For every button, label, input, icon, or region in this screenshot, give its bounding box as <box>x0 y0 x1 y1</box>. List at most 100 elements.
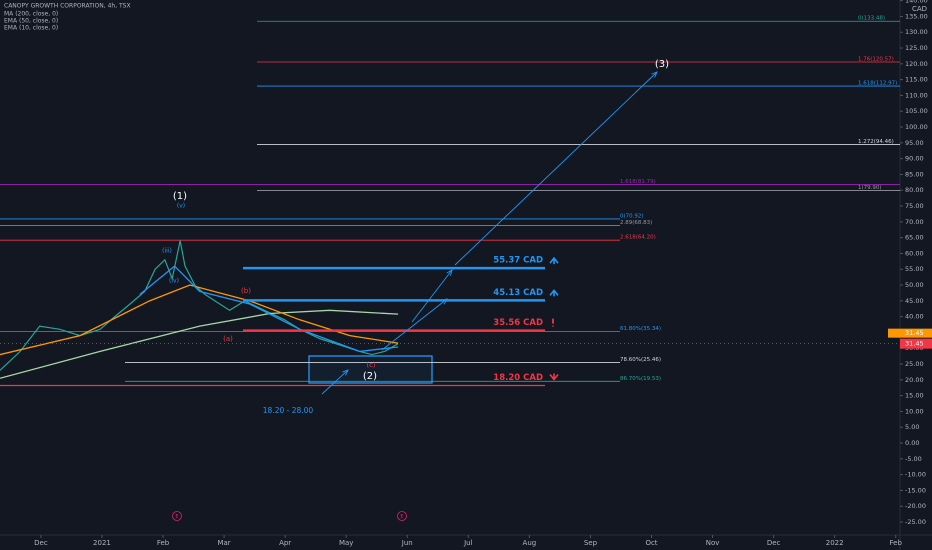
wave-label: (2) <box>363 371 377 382</box>
fib-label: 61.80%(35.34) <box>620 326 661 332</box>
y-tick-label: 60.00 <box>905 249 924 257</box>
x-tick-label: May <box>339 539 353 547</box>
chart-title: CANOPY GROWTH CORPORATION, 4h, TSX <box>4 3 131 10</box>
wave-label: (b) <box>241 287 251 295</box>
y-tick-label: 135.00 <box>905 12 928 20</box>
x-tick-label: Jul <box>463 539 473 547</box>
target-label: 55.37 CAD <box>493 256 543 266</box>
fib-label: 1.76(120.57) <box>858 57 894 63</box>
arrow-icon <box>549 289 559 297</box>
fib-label: 86.70%(19.53) <box>620 376 661 382</box>
y-tick-label: -10.00 <box>905 471 926 479</box>
y-tick-label: 130.00 <box>905 28 928 36</box>
event-label: E <box>175 514 178 520</box>
y-tick-label: 95.00 <box>905 139 924 147</box>
price-tag-label: 31.45 <box>905 340 924 348</box>
currency: CAD <box>912 5 927 13</box>
target-label: 18.20 CAD <box>493 373 543 383</box>
target-label: 45.13 CAD <box>493 288 543 298</box>
legend-entry: MA (200, close, 0) <box>4 11 58 18</box>
y-tick-label: 0.00 <box>905 439 919 447</box>
fib-label: 0(70.92) <box>620 213 644 219</box>
y-tick-label: -15.00 <box>905 486 926 494</box>
y-tick-label: 100.00 <box>905 123 928 131</box>
x-tick-label: Oct <box>645 539 657 547</box>
y-tick-label: 10.00 <box>905 407 924 415</box>
x-tick-label: 2022 <box>826 539 844 547</box>
arrow-head <box>441 298 448 305</box>
y-tick-label: -25.00 <box>905 518 926 526</box>
y-tick-label: 15.00 <box>905 392 924 400</box>
target-zone <box>308 355 433 384</box>
y-tick-label: 110.00 <box>905 91 928 99</box>
projection-arrow <box>381 298 448 351</box>
arrow-head <box>446 269 453 276</box>
fib-label: 1(79.90) <box>858 185 882 191</box>
arrow-icon <box>549 373 559 381</box>
price-line <box>0 240 399 371</box>
y-tick-label: 90.00 <box>905 155 924 163</box>
event-label: E <box>400 514 403 520</box>
indicator-line <box>139 265 399 353</box>
x-tick-label: Feb <box>157 539 170 547</box>
x-tick-label: Nov <box>706 539 720 547</box>
projection-arrow <box>321 369 349 395</box>
fib-label: 0(133.48) <box>858 16 885 22</box>
y-tick-label: 40.00 <box>905 313 924 321</box>
wave-label: (1) <box>173 191 187 202</box>
event-marker <box>397 511 407 521</box>
y-tick-label: 80.00 <box>905 186 924 194</box>
y-tick-label: 65.00 <box>905 234 924 242</box>
wave-label: (iv) <box>169 278 179 285</box>
x-tick-label: Mar <box>217 539 230 547</box>
fib-label: 78.60%(25.46) <box>620 357 661 363</box>
y-tick-label: 140.00 <box>905 0 928 5</box>
y-tick-label: 85.00 <box>905 170 924 178</box>
wave-label: 18.20 - 28.00 <box>263 406 314 415</box>
projection-arrow <box>411 269 453 323</box>
indicator-line <box>0 284 399 356</box>
price-tag-label: 31.45 <box>905 329 924 337</box>
wave-label: (v) <box>177 203 185 210</box>
x-tick-label: Sep <box>584 539 598 547</box>
fib-label: 2.618(64.20) <box>620 235 656 241</box>
x-tick-label: Aug <box>523 539 537 547</box>
target-label: 35.56 CAD <box>493 318 543 328</box>
y-tick-label: 120.00 <box>905 60 928 68</box>
y-tick-label: 105.00 <box>905 107 928 115</box>
indicator-line <box>0 309 399 379</box>
y-tick-label: 55.00 <box>905 265 924 273</box>
y-tick-label: 20.00 <box>905 376 924 384</box>
wave-label: (iii) <box>162 248 172 255</box>
y-tick-label: 115.00 <box>905 76 928 84</box>
fib-label: 1.272(94.46) <box>858 139 894 145</box>
x-tick-label: Dec <box>767 539 781 547</box>
y-tick-label: 50.00 <box>905 281 924 289</box>
y-tick-label: 25.00 <box>905 360 924 368</box>
event-marker <box>172 511 182 521</box>
x-tick-label: Apr <box>279 539 291 547</box>
x-tick-label: Feb <box>890 539 903 547</box>
fib-label: 1.618(112.97) <box>858 81 897 87</box>
x-tick-label: 2021 <box>93 539 111 547</box>
wave-label: (a) <box>223 335 233 343</box>
price-tag <box>900 338 932 349</box>
y-tick-label: -20.00 <box>905 502 926 510</box>
price-tag <box>888 328 932 338</box>
arrow-head <box>342 369 349 376</box>
y-tick-label: -5.00 <box>905 455 922 463</box>
legend-entry: EMA (50, close, 0) <box>4 18 58 25</box>
x-tick-label: Jun <box>401 539 413 547</box>
y-tick-label: 5.00 <box>905 423 919 431</box>
fib-label: 2.89(68.83) <box>620 220 652 226</box>
wave-label: (c) <box>366 361 376 369</box>
y-tick-label: 75.00 <box>905 202 924 210</box>
y-tick-label: 125.00 <box>905 44 928 52</box>
x-tick-label: Dec <box>34 539 48 547</box>
y-tick-label: 45.00 <box>905 297 924 305</box>
fib-label: 1.618(81.79) <box>620 179 656 185</box>
wave-label: (3) <box>655 59 669 70</box>
